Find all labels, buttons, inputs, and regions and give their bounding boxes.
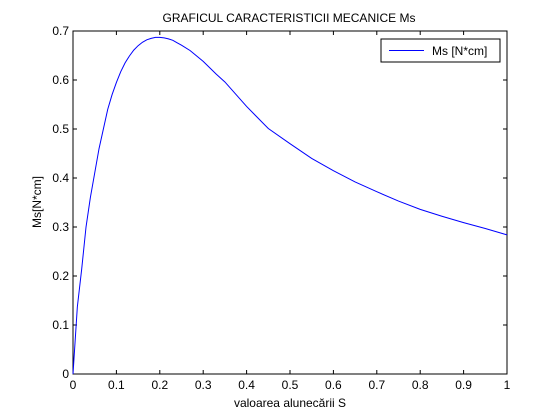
legend-label: Ms [N*cm] (432, 44, 487, 58)
y-axis-title: Ms[N*cm] (30, 176, 44, 228)
x-axis-ticks: 0 0.1 0.2 0.3 0.4 0.5 0.6 0.7 0.8 0.9 1 (70, 31, 511, 392)
y-axis-ticks: 0 0.1 0.2 0.3 0.4 0.5 0.6 0.7 (52, 24, 507, 381)
y-tick-label: 0.7 (52, 24, 69, 38)
y-tick-label: 0 (62, 367, 69, 381)
y-tick-label: 0.2 (52, 269, 69, 283)
x-tick-label: 0.5 (282, 378, 299, 392)
y-tick-label: 0.5 (52, 122, 69, 136)
plot-area (72, 30, 508, 375)
series-line-0 (72, 36, 508, 375)
x-tick-label: 0.2 (151, 378, 168, 392)
x-axis-title: valoarea alunecării S (234, 396, 346, 410)
legend: Ms [N*cm] (380, 38, 501, 63)
series-layer (72, 36, 508, 375)
x-tick-label: 0.6 (325, 378, 342, 392)
x-tick-label: 0.1 (108, 378, 125, 392)
x-tick-label: 0.4 (238, 378, 255, 392)
chart-title: GRAFICUL CARACTERISTICII MECANICE Ms (163, 11, 416, 25)
x-tick-label: 1 (504, 378, 511, 392)
x-tick-label: 0.9 (455, 378, 472, 392)
y-tick-label: 0.1 (52, 318, 69, 332)
x-tick-label: 0.3 (195, 378, 212, 392)
x-tick-label: 0 (70, 378, 77, 392)
y-tick-label: 0.4 (52, 171, 69, 185)
y-tick-label: 0.6 (52, 73, 69, 87)
x-tick-label: 0.7 (368, 378, 385, 392)
y-tick-label: 0.3 (52, 220, 69, 234)
x-tick-label: 0.8 (412, 378, 429, 392)
legend-box (380, 38, 501, 63)
